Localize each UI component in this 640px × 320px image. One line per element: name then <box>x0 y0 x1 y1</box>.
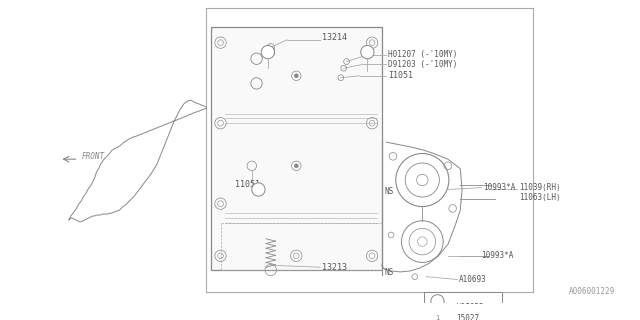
Bar <box>268 49 273 54</box>
Text: 10993*A: 10993*A <box>483 183 515 192</box>
Text: A006001229: A006001229 <box>570 287 616 296</box>
Circle shape <box>294 74 298 78</box>
Text: 1: 1 <box>266 49 270 55</box>
Bar <box>211 27 381 270</box>
Circle shape <box>431 295 444 308</box>
Text: FRONT: FRONT <box>81 152 104 161</box>
Text: A91055: A91055 <box>456 297 484 306</box>
Text: NS: NS <box>385 268 394 277</box>
Circle shape <box>261 45 275 59</box>
Bar <box>424 292 502 320</box>
Text: 11063⟨LH⟩: 11063⟨LH⟩ <box>519 193 561 202</box>
Text: 1: 1 <box>365 49 369 55</box>
Circle shape <box>252 183 265 196</box>
Text: 13214: 13214 <box>322 33 347 42</box>
Text: 15027: 15027 <box>456 314 479 320</box>
Text: H01207 (-'10MY): H01207 (-'10MY) <box>388 51 458 60</box>
Text: 1: 1 <box>435 315 440 320</box>
Text: I1051: I1051 <box>388 71 413 80</box>
Circle shape <box>431 312 444 320</box>
Text: 2: 2 <box>435 298 440 304</box>
Circle shape <box>294 164 298 168</box>
Text: 11051: 11051 <box>235 180 260 189</box>
Text: 1: 1 <box>256 187 260 193</box>
Text: A10693: A10693 <box>460 275 487 284</box>
Text: 13213: 13213 <box>322 263 347 272</box>
Text: 11039⟨RH⟩: 11039⟨RH⟩ <box>519 183 561 192</box>
Circle shape <box>361 45 374 59</box>
Text: NS: NS <box>385 187 394 196</box>
Text: 10993*A: 10993*A <box>481 251 513 260</box>
Text: D91203 (-'10MY): D91203 (-'10MY) <box>388 60 458 69</box>
